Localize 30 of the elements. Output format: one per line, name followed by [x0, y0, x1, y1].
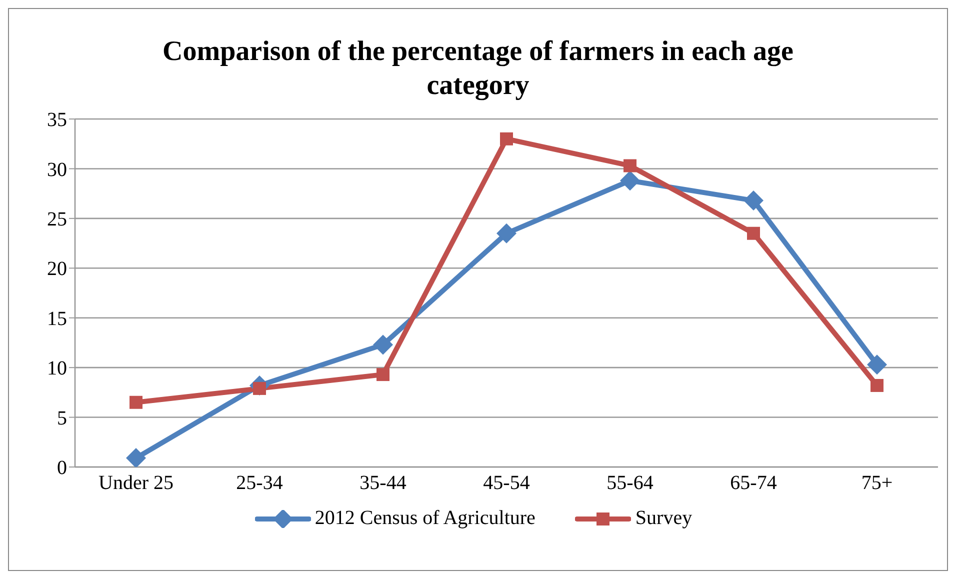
x-tick-label: 25-34 — [236, 472, 283, 494]
point — [130, 396, 142, 409]
point — [870, 378, 884, 392]
x-tick-label: 45-54 — [483, 472, 530, 494]
y-tick-label: 25 — [47, 208, 67, 231]
y-tick-label: 15 — [47, 308, 67, 330]
x-tick-label: 65-74 — [730, 472, 777, 494]
point — [624, 159, 636, 172]
x-tick-label: 55-64 — [606, 472, 654, 494]
y-tick-label: 35 — [47, 109, 67, 132]
point — [496, 223, 516, 244]
point — [620, 170, 640, 191]
legend-label: Survey — [635, 507, 692, 530]
y-tick-label: 0 — [57, 457, 67, 480]
x-tick-label: Under 25 — [98, 472, 174, 494]
point — [867, 354, 887, 375]
point — [747, 226, 760, 240]
legend-label: 2012 Census of Agriculture — [314, 507, 536, 530]
chart-title: Comparison of the percentage of farmers in each age category — [162, 35, 794, 103]
y-tick-label: 30 — [47, 158, 67, 181]
x-tick-label: 75+ — [861, 472, 893, 494]
x-tick-label: 35-44 — [360, 472, 406, 494]
point — [500, 132, 513, 146]
y-tick-label: 20 — [47, 258, 67, 280]
point — [376, 368, 390, 382]
point — [126, 448, 146, 467]
point — [373, 334, 393, 355]
point — [744, 190, 764, 211]
y-tick-label: 5 — [57, 407, 67, 430]
y-tick-label: 10 — [47, 358, 67, 380]
